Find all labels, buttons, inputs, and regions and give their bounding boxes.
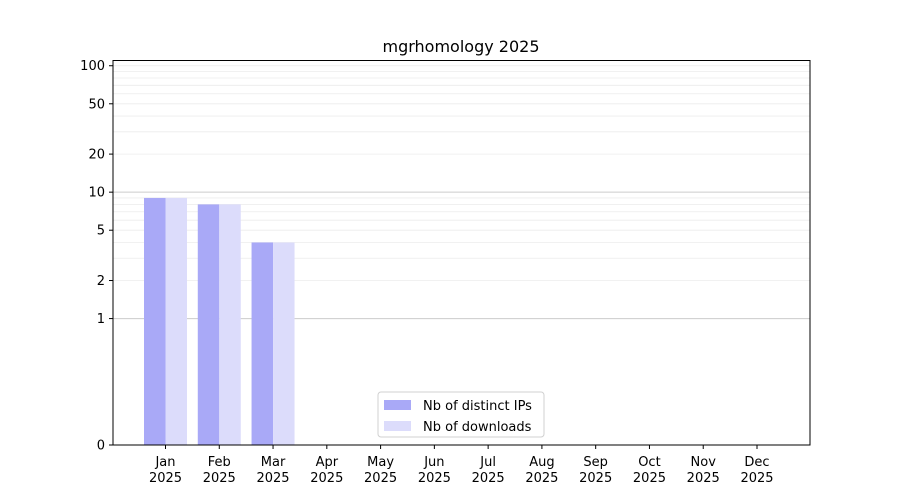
bar-distinct-ips bbox=[144, 197, 166, 445]
x-tick-label-month: Oct bbox=[638, 455, 660, 470]
x-tick-label-month: Sep bbox=[583, 455, 608, 470]
x-tick-label-year: 2025 bbox=[525, 471, 558, 486]
plot-frame bbox=[112, 60, 811, 446]
legend-swatch bbox=[384, 400, 411, 410]
x-axis: Jan2025Feb2025Mar2025Apr2025May2025Jun20… bbox=[149, 445, 774, 486]
y-tick-label: 20 bbox=[88, 148, 105, 163]
legend: Nb of distinct IPs Nb of downloads bbox=[377, 391, 545, 438]
x-tick-label-year: 2025 bbox=[687, 471, 720, 486]
y-tick-label: 50 bbox=[88, 97, 105, 112]
x-tick-label-year: 2025 bbox=[633, 471, 666, 486]
legend-label: Nb of distinct IPs bbox=[423, 399, 532, 414]
x-tick-label-year: 2025 bbox=[256, 471, 289, 486]
x-tick-label-month: Aug bbox=[529, 455, 554, 470]
y-tick-label: 100 bbox=[80, 59, 105, 74]
legend-swatch bbox=[384, 421, 411, 431]
legend-label: Nb of downloads bbox=[423, 420, 532, 435]
x-tick-label-month: Mar bbox=[261, 455, 286, 470]
x-tick-label-year: 2025 bbox=[472, 471, 505, 486]
x-tick-label-year: 2025 bbox=[740, 471, 773, 486]
bar-downloads bbox=[219, 204, 241, 445]
bar-downloads bbox=[165, 197, 187, 445]
bar-distinct-ips bbox=[197, 204, 220, 445]
x-tick-label-year: 2025 bbox=[418, 471, 451, 486]
x-tick-label-month: Jun bbox=[423, 455, 444, 470]
bar-distinct-ips bbox=[251, 242, 274, 445]
x-tick-label-month: May bbox=[367, 455, 394, 470]
x-tick-label-year: 2025 bbox=[364, 471, 397, 486]
bar-downloads bbox=[273, 242, 295, 445]
x-tick-label-month: Jul bbox=[479, 455, 496, 470]
y-tick-label: 0 bbox=[97, 439, 105, 454]
y-tick-label: 10 bbox=[88, 186, 105, 201]
x-tick-label-month: Apr bbox=[316, 455, 339, 470]
x-tick-label-year: 2025 bbox=[203, 471, 236, 486]
bars bbox=[144, 197, 295, 445]
x-tick-label-month: Nov bbox=[691, 455, 717, 470]
x-tick-label-year: 2025 bbox=[579, 471, 612, 486]
legend-box bbox=[377, 391, 545, 438]
x-tick-label-month: Feb bbox=[208, 455, 231, 470]
y-axis: 0 1 2 5 10 20 50 100 bbox=[80, 59, 113, 454]
y-tick-label: 2 bbox=[97, 274, 105, 289]
chart-title: mgrhomology 2025 bbox=[382, 37, 539, 56]
y-tick-label: 5 bbox=[97, 224, 105, 239]
x-tick-label-year: 2025 bbox=[149, 471, 182, 486]
y-tick-label: 1 bbox=[97, 312, 105, 327]
x-tick-label-month: Jan bbox=[154, 455, 175, 470]
x-tick-label-month: Dec bbox=[744, 455, 769, 470]
x-tick-label-year: 2025 bbox=[310, 471, 343, 486]
